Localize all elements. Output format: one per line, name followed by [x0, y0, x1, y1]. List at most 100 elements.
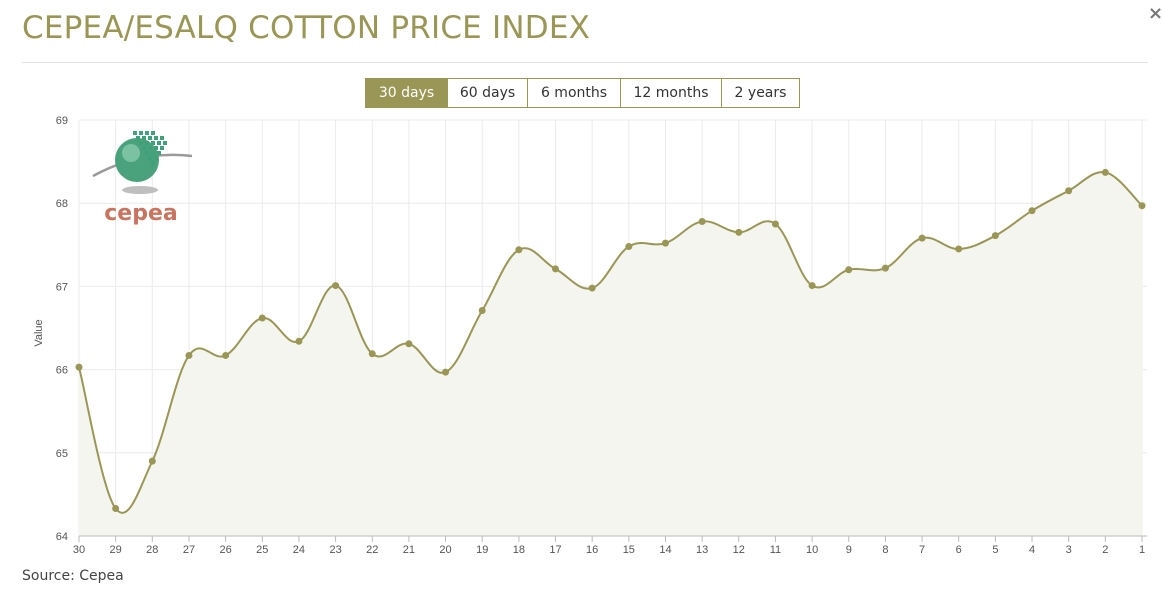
x-tick-label: 4 [1029, 544, 1035, 556]
data-point[interactable] [112, 505, 120, 513]
tab-60-days[interactable]: 60 days [447, 79, 527, 107]
x-tick-label: 25 [256, 544, 268, 556]
data-point[interactable] [735, 228, 743, 236]
data-point[interactable] [185, 351, 193, 359]
data-point[interactable] [771, 220, 779, 228]
tab-30-days[interactable]: 30 days [366, 79, 447, 107]
x-tick-label: 3 [1066, 544, 1072, 556]
logo-dot [151, 151, 155, 155]
data-point[interactable] [515, 246, 523, 254]
data-point[interactable] [698, 218, 706, 226]
data-point[interactable] [1138, 202, 1146, 210]
data-point[interactable] [405, 340, 413, 348]
x-tick-label: 30 [73, 544, 85, 556]
data-point[interactable] [1065, 187, 1073, 195]
x-tick-label: 9 [846, 544, 852, 556]
title-divider [22, 62, 1148, 63]
logo-dot [142, 146, 146, 150]
logo-dot [163, 141, 167, 145]
x-tick-label: 11 [770, 544, 781, 556]
y-tick-label: 69 [56, 115, 68, 127]
x-tick-label: 16 [586, 544, 598, 556]
x-tick-label: 17 [549, 544, 561, 556]
data-point[interactable] [148, 457, 156, 465]
x-tick-label: 10 [806, 544, 818, 556]
data-point[interactable] [478, 307, 486, 315]
close-icon[interactable]: × [1148, 3, 1163, 24]
range-tabs: 30 days 60 days 6 months 12 months 2 yea… [365, 78, 800, 108]
source-note: Source: Cepea [22, 568, 124, 584]
x-tick-label: 8 [882, 544, 888, 556]
logo-dot [136, 136, 140, 140]
data-point[interactable] [332, 282, 340, 290]
data-points [75, 168, 1146, 513]
x-tick-label: 18 [513, 544, 525, 556]
x-tick-label: 19 [476, 544, 488, 556]
data-point[interactable] [625, 242, 633, 250]
y-tick-label: 67 [56, 281, 68, 293]
data-point[interactable] [1028, 207, 1036, 215]
data-point[interactable] [442, 368, 450, 376]
data-point[interactable] [258, 314, 266, 322]
tab-6-months[interactable]: 6 months [527, 79, 620, 107]
logo-dot [160, 146, 164, 150]
cepea-logo: cepea [92, 131, 193, 226]
logo-dot [142, 136, 146, 140]
logo-dot [133, 131, 137, 135]
y-tick-label: 65 [56, 448, 68, 460]
logo-dot [139, 131, 143, 135]
x-tick-label: 22 [366, 544, 378, 556]
x-tick-label: 21 [403, 544, 415, 556]
data-point[interactable] [552, 265, 560, 273]
x-tick-label: 7 [919, 544, 925, 556]
logo-dot [145, 151, 149, 155]
data-point[interactable] [955, 245, 963, 253]
data-point[interactable] [75, 363, 83, 371]
page-title: CEPEA/ESALQ COTTON PRICE INDEX [22, 10, 591, 46]
tab-12-months[interactable]: 12 months [620, 79, 721, 107]
y-tick-label: 66 [56, 365, 68, 377]
data-point[interactable] [222, 351, 230, 359]
x-axis: 30 29 28 27 26 25 24 23 22 21 20 19 18 17 16 15 14 13 12 11… [73, 535, 1147, 556]
x-tick-label: 26 [219, 544, 231, 556]
logo-dot [154, 146, 158, 150]
data-point[interactable] [881, 264, 889, 272]
logo-dot [157, 151, 161, 155]
logo-dot [151, 161, 155, 165]
logo-pixel-dots [133, 131, 167, 165]
x-tick-label: 12 [733, 544, 745, 556]
logo-dot [157, 141, 161, 145]
x-tick-label: 1 [1139, 544, 1145, 556]
logo-text: cepea [104, 201, 177, 226]
logo-globe-highlight [122, 144, 140, 162]
y-axis-label: Value [33, 319, 45, 346]
logo-dot [160, 136, 164, 140]
tab-2-years[interactable]: 2 years [721, 79, 799, 107]
logo-dot [145, 141, 149, 145]
x-tick-label: 13 [696, 544, 708, 556]
logo-dot [151, 131, 155, 135]
x-tick-label: 20 [439, 544, 451, 556]
data-point[interactable] [808, 282, 816, 290]
data-point[interactable] [918, 234, 926, 242]
logo-dot [151, 141, 155, 145]
logo-dot [154, 136, 158, 140]
data-point[interactable] [1101, 168, 1109, 176]
logo-dot [145, 131, 149, 135]
logo-shadow [122, 186, 158, 194]
data-point[interactable] [991, 232, 999, 240]
x-tick-label: 15 [623, 544, 635, 556]
y-tick-label: 68 [56, 198, 68, 210]
data-point[interactable] [661, 239, 669, 247]
x-tick-label: 2 [1102, 544, 1108, 556]
data-point[interactable] [588, 284, 596, 292]
data-point[interactable] [295, 337, 303, 345]
logo-dot [148, 156, 152, 160]
y-tick-label: 64 [56, 531, 68, 543]
data-point[interactable] [845, 266, 853, 274]
logo-dot [148, 136, 152, 140]
x-tick-label: 6 [956, 544, 962, 556]
data-point[interactable] [368, 350, 376, 358]
x-tick-label: 24 [293, 544, 305, 556]
logo-dot [148, 146, 152, 150]
